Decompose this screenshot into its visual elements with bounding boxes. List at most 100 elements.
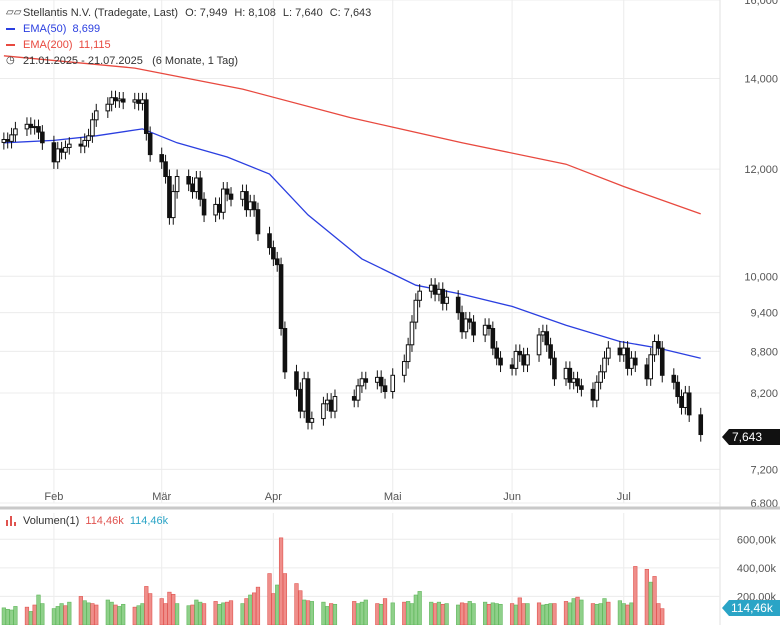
candle-body: [656, 341, 661, 349]
candle-body: [432, 284, 438, 295]
volume-bar: [252, 592, 257, 625]
volume-bar: [240, 603, 245, 625]
candle-body: [105, 103, 111, 112]
volume-bar: [656, 603, 661, 625]
candle-body: [486, 324, 492, 330]
candle-body: [63, 146, 68, 153]
volume-bar: [59, 603, 64, 625]
volume-bar: [28, 611, 33, 625]
candle-body: [517, 350, 523, 356]
candle-body: [363, 378, 369, 383]
candle-body: [440, 288, 446, 304]
candle-body: [93, 110, 99, 121]
date-range: 21.01.2025 - 21.07.2025: [23, 55, 143, 67]
candle-body: [621, 347, 627, 356]
volume-bar: [298, 590, 303, 625]
volume-bar: [382, 598, 388, 625]
candle-body: [324, 399, 330, 405]
volume-bar: [309, 601, 314, 625]
candle-body: [382, 385, 388, 393]
candle-body: [444, 296, 449, 304]
volume-bar: [540, 604, 545, 625]
ema200-line: [3, 55, 701, 215]
volume-bar: [548, 603, 553, 625]
candle-body: [90, 119, 95, 137]
candle-body: [294, 371, 299, 390]
volume-bar: [590, 603, 596, 625]
candle-body: [552, 357, 557, 380]
candle-body: [120, 98, 126, 103]
ema50-label: EMA(50): [23, 23, 67, 35]
candle-body: [247, 201, 253, 211]
volume-bar: [213, 601, 218, 625]
volume-bar: [390, 602, 395, 625]
volume-bar: [660, 608, 665, 625]
candle-body: [513, 350, 519, 369]
close-value: 7,643: [343, 7, 372, 19]
volume-bar: [190, 604, 195, 625]
candle-body: [351, 396, 357, 401]
y-tick-label: 14,000: [744, 73, 778, 85]
candle-body: [598, 371, 603, 383]
candle-body: [78, 143, 84, 147]
volume-bar: [55, 606, 60, 625]
candle-body: [405, 344, 411, 363]
candle-body: [417, 290, 422, 301]
candle-body: [305, 378, 311, 423]
candle-body: [629, 357, 634, 369]
open-label: O:: [185, 7, 197, 19]
volume-bar: [194, 599, 199, 625]
candle-body: [255, 209, 261, 235]
volume-label: Volumen(1): [23, 515, 80, 527]
candle-body: [548, 344, 553, 359]
candle-body: [683, 392, 688, 408]
volume-bar: [444, 603, 449, 625]
volume-bar: [78, 596, 83, 625]
chart-legend: ▱▱ Stellantis N.V. (Tradegate, Last) O: …: [6, 5, 371, 69]
volume-bar: [271, 593, 276, 625]
candle-body: [28, 123, 34, 129]
volume-bar: [571, 598, 576, 625]
low-label: L:: [282, 7, 293, 19]
volume-bar: [144, 586, 149, 625]
candle-body: [298, 388, 303, 412]
legend-ema50-row[interactable]: EMA(50) 8,699: [6, 21, 371, 37]
volume-bar: [267, 573, 272, 625]
volume-bar: [648, 581, 653, 625]
x-tick-label: Feb: [44, 491, 63, 503]
volume-bar: [652, 576, 657, 625]
candle-body: [536, 334, 542, 356]
candle-body: [459, 312, 465, 333]
volume-bar: [32, 604, 37, 625]
ema50-line-group: [3, 128, 701, 359]
volume-legend: Volumen(1) 114,46k 114,46k: [6, 515, 168, 527]
legend-ema200-row[interactable]: EMA(200) 11,115: [6, 37, 371, 53]
candle-body: [698, 414, 704, 436]
volume-bar: [552, 603, 557, 625]
volume-bar: [305, 600, 311, 625]
ema200-value: 11,115: [78, 39, 111, 51]
volume-bar: [525, 603, 530, 625]
volume-bar: [633, 566, 638, 625]
volume-bar: [329, 603, 334, 625]
candle-body: [221, 188, 226, 213]
candle-body: [36, 126, 41, 133]
candle-body: [228, 193, 234, 200]
volume-bar: [429, 601, 434, 625]
candle-body: [359, 378, 365, 387]
candle-body: [644, 364, 650, 380]
candle-body: [144, 99, 149, 134]
candle-body: [494, 347, 499, 359]
open-value: 7,949: [199, 7, 228, 19]
high-label: H:: [234, 7, 246, 19]
candle-body: [321, 403, 326, 420]
volume-bar: [9, 609, 14, 625]
volume-value-red: 114,46k: [85, 515, 124, 527]
candle-body: [571, 378, 576, 383]
volume-bars-icon: [6, 516, 18, 526]
candle-body: [648, 354, 653, 380]
legend-range-row[interactable]: ◷ 21.01.2025 - 21.07.2025 (6 Monate, 1 T…: [6, 53, 371, 69]
volume-bar: [275, 584, 280, 625]
volume-bar: [363, 599, 368, 625]
